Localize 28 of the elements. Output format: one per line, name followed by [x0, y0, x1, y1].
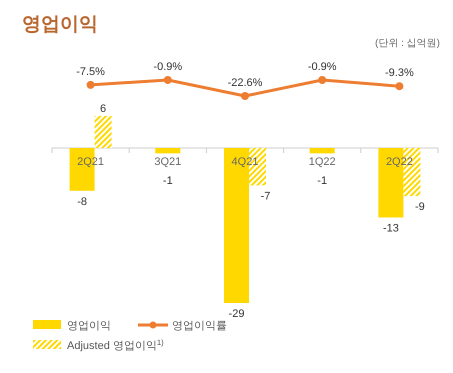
data-label: -9.3%	[385, 67, 414, 80]
data-label: -1	[317, 175, 328, 187]
text: (단위 : 십억원)	[375, 38, 440, 49]
x-tick-label: 1Q22	[308, 156, 336, 168]
data-label: -0.9%	[153, 61, 182, 73]
data-label: -9	[415, 201, 425, 214]
point	[395, 82, 404, 90]
legend-item: 영업이익률	[138, 320, 227, 332]
legend-item: Adjusted 영업이익$^{1)}$	[33, 338, 164, 352]
data-label: -0.9%	[308, 61, 337, 73]
legend-item: 영업이익	[33, 320, 111, 332]
data-label: -7.5%	[76, 66, 106, 78]
data-label: 6	[100, 102, 106, 115]
data-label: -1	[162, 175, 173, 187]
data-label: -8	[77, 196, 87, 208]
data-label: -13	[382, 222, 399, 234]
point	[86, 80, 95, 89]
point	[164, 76, 172, 84]
x-tick-label: 3Q21	[154, 156, 182, 168]
data-label: -7	[260, 190, 270, 202]
point	[241, 92, 249, 100]
data-label: -29	[228, 308, 244, 320]
chart-title: 영업이익	[22, 14, 98, 35]
legend-label: 영업이익률	[172, 320, 227, 332]
legend-label: 영업이익	[67, 320, 111, 332]
point	[318, 76, 326, 84]
data-label: -22.6%	[228, 77, 263, 89]
legend-label: Adjusted 영업이익$^{1)}$	[67, 338, 164, 352]
